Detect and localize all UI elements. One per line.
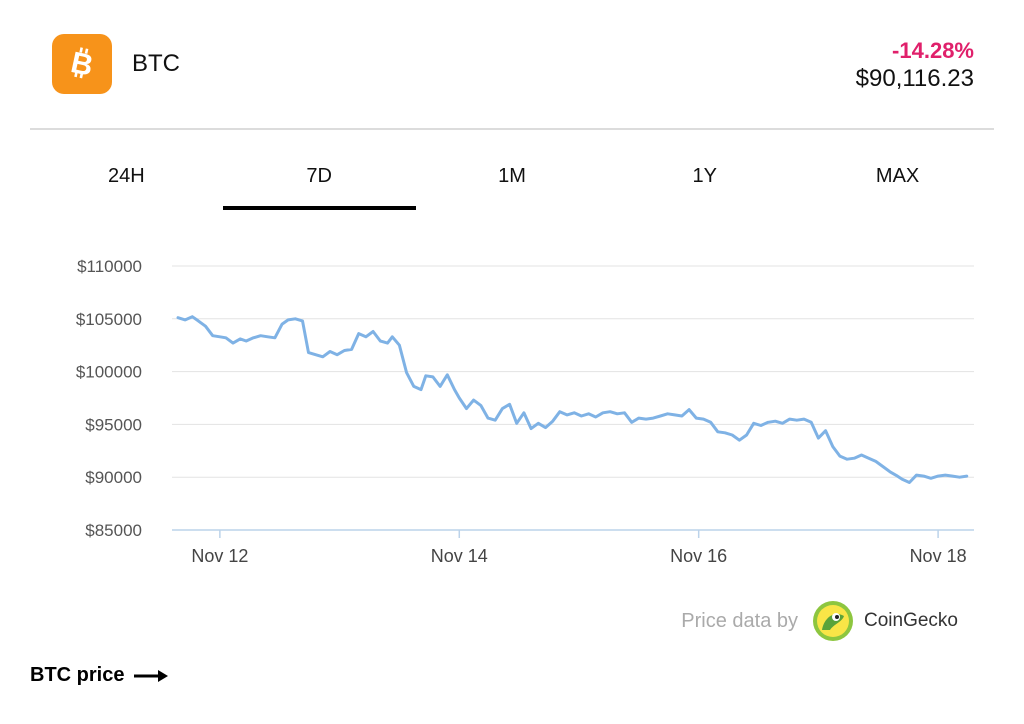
header-divider [30,128,994,130]
y-tick-label: $105000 [76,310,142,329]
tab-24h[interactable]: 24H [108,165,145,187]
arrow-right-icon [134,669,169,682]
coingecko-brand[interactable]: CoinGecko [864,610,958,631]
tab-7d[interactable]: 7D [222,150,416,210]
x-tick-label: Nov 18 [910,546,967,566]
btc-price-link-label: BTC price [30,664,125,686]
y-tick-label: $110000 [77,257,142,276]
price-chart-svg: $110000 $105000 $100000 $95000 $90000 $85000 N… [76,257,974,566]
y-tick-label: $90000 [85,468,142,487]
y-tick-label: $85000 [85,521,142,540]
tab-1y[interactable]: 1Y [692,165,718,187]
coin-header: B BTC -14.28% $90,116.23 [0,0,1024,130]
attribution-text: Price data by [681,609,798,632]
price-block: -14.28% $90,116.23 [856,38,974,94]
price-attribution: Price data by CoinGecko [681,600,958,642]
price-change-percent: -14.28% [892,38,974,63]
coin-name: BTC [132,50,180,77]
tab-max[interactable]: MAX [875,165,920,187]
price-chart: $110000 $105000 $100000 $95000 $90000 $85000 N… [0,230,1024,580]
time-range-tabs: 24H 7D 1M 1Y MAX [30,150,994,210]
price-line [176,315,969,484]
x-tick-label: Nov 16 [670,546,727,566]
gecko-icon[interactable] [812,600,854,642]
x-tick-label: Nov 14 [431,546,488,566]
bitcoin-icon: B [52,34,112,94]
btc-price-link[interactable]: BTC price [30,664,169,687]
y-tick-label: $100000 [76,363,142,382]
y-tick-label: $95000 [85,415,142,434]
current-price: $90,116.23 [855,65,974,92]
x-tick-label: Nov 12 [191,546,248,566]
tab-1m[interactable]: 1M [498,165,526,187]
